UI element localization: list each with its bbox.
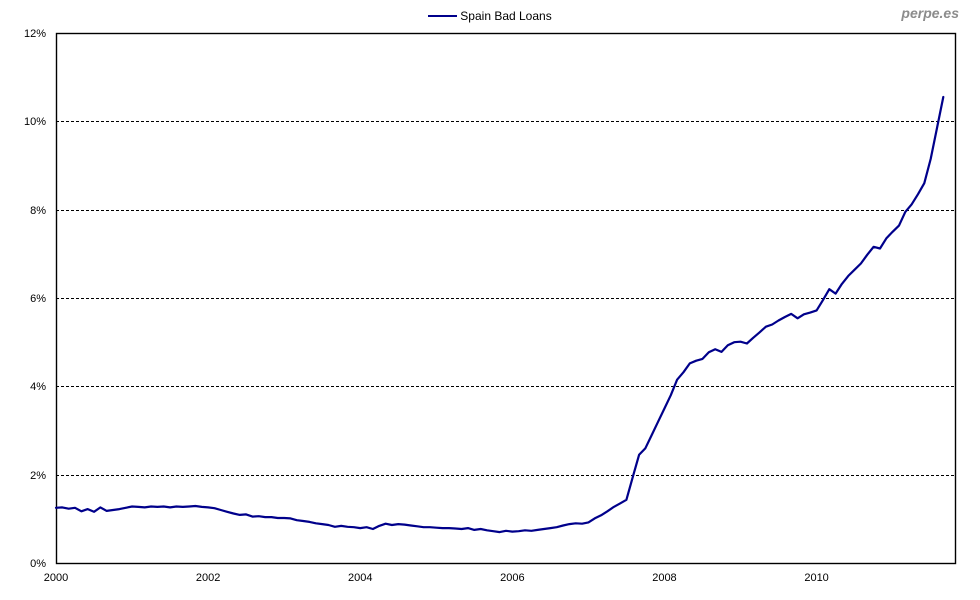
x-tick-label-2008: 2008 bbox=[652, 572, 676, 584]
plot-box bbox=[55, 32, 957, 565]
y-tick-label-6pct: 6% bbox=[30, 293, 46, 305]
x-tick-label-2006: 2006 bbox=[500, 572, 524, 584]
series-line-0 bbox=[54, 95, 945, 534]
y-tick-label-12pct: 12% bbox=[24, 28, 46, 40]
data-line bbox=[54, 95, 945, 534]
y-axis-labels: 0% 2% 4% 6% 8% 10% 12% bbox=[24, 28, 46, 570]
plot-border bbox=[55, 32, 957, 565]
watermark-perpe-es: perpe.es bbox=[901, 5, 959, 21]
y-tick-label-10pct: 10% bbox=[24, 116, 46, 128]
y-tick-label-4pct: 4% bbox=[30, 381, 46, 393]
x-tick-label-2002: 2002 bbox=[196, 572, 220, 584]
x-tick-label-2004: 2004 bbox=[348, 572, 372, 584]
y-tick-label-0pct: 0% bbox=[30, 558, 46, 570]
x-axis-labels: 2000 2002 2004 2006 2008 2010 bbox=[44, 572, 829, 584]
x-tick-label-2010: 2010 bbox=[804, 572, 828, 584]
y-tick-label-2pct: 2% bbox=[30, 470, 46, 482]
x-tick-label-2000: 2000 bbox=[44, 572, 68, 584]
gridlines bbox=[56, 121, 955, 476]
y-tick-label-8pct: 8% bbox=[30, 205, 46, 217]
